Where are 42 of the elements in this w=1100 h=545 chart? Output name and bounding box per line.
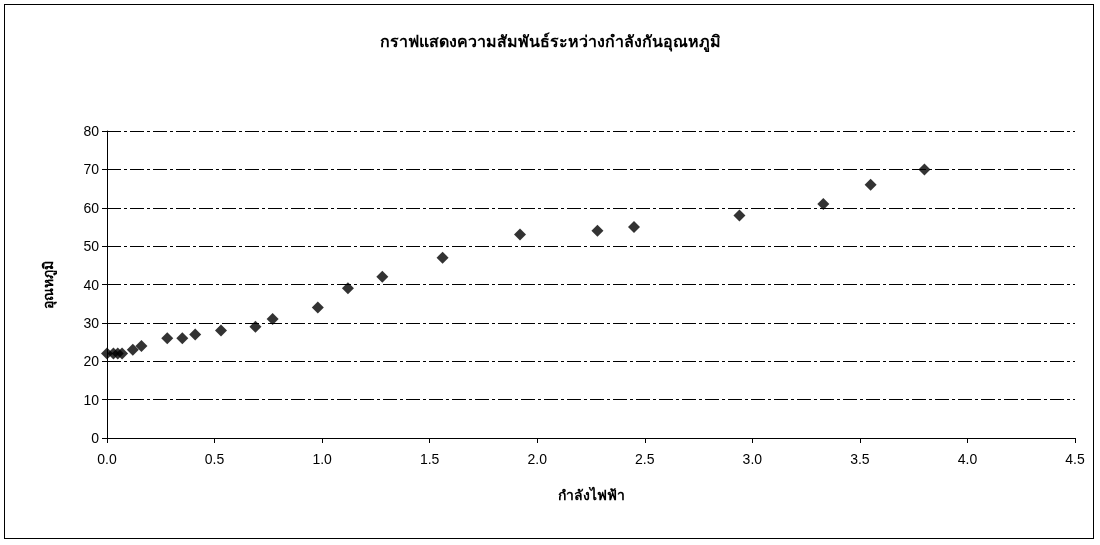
x-tick-label: 2.5 (635, 451, 655, 467)
point (215, 324, 228, 337)
point (116, 347, 129, 360)
point (126, 343, 139, 356)
x-tick-label: 3.0 (742, 451, 763, 467)
x-tick-label: 0.0 (97, 451, 117, 467)
point (591, 224, 604, 237)
x-tick-label: 1.5 (419, 451, 440, 467)
point (436, 251, 449, 264)
x-tick-label: 3.5 (850, 451, 870, 467)
chart-title: กราฟแสดงความสัมพันธ์ระหว่างกำลังกันอุณหภูมิ (379, 31, 721, 53)
point (249, 320, 262, 333)
x-tick-label: 4.5 (1065, 451, 1085, 467)
point (817, 197, 830, 210)
point (341, 282, 354, 295)
x-axis-title: กำลังไฟฟ้า (557, 486, 625, 503)
point (189, 328, 202, 341)
point (864, 178, 877, 191)
point (628, 220, 641, 233)
point (311, 301, 324, 314)
y-axis-title: อุณหภูมิ (40, 260, 57, 309)
point (176, 332, 189, 345)
y-tick-label: 40 (83, 276, 100, 293)
x-tick-label: 4.0 (957, 451, 978, 467)
point (733, 209, 746, 222)
y-tick-label: 80 (83, 123, 100, 139)
x-tick-label: 1.0 (312, 451, 333, 467)
point (161, 332, 174, 345)
y-tick-label: 20 (83, 353, 100, 370)
y-tick-label: 70 (83, 161, 100, 178)
y-tick-label: 50 (83, 238, 100, 255)
x-tick-label: 2.0 (527, 451, 548, 467)
point (376, 270, 389, 283)
y-tick-label: 30 (83, 314, 100, 331)
y-tick-label: 60 (83, 199, 100, 216)
y-tick-label: 0 (91, 430, 100, 446)
point (514, 228, 527, 241)
x-tick-label: 0.5 (204, 451, 225, 467)
point (918, 163, 931, 176)
point (266, 313, 279, 326)
point (135, 339, 148, 352)
y-tick-label: 10 (83, 391, 100, 408)
